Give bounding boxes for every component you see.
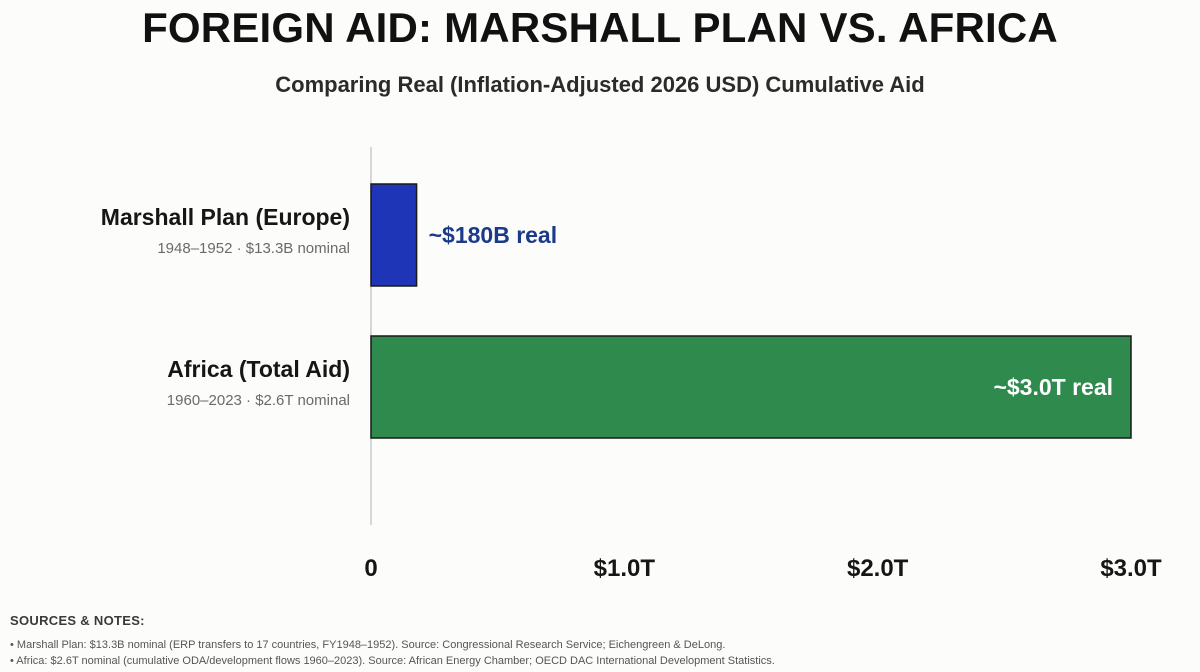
- x-tick-label: $2.0T: [847, 555, 909, 582]
- x-tick-label: $1.0T: [594, 555, 656, 582]
- bar: [370, 183, 418, 287]
- category-sublabel: 1948–1952 · $13.3B nominal: [157, 240, 350, 257]
- source-note-marshall: • Marshall Plan: $13.3B nominal (ERP tra…: [10, 639, 726, 651]
- data-label: ~$180B real: [429, 222, 558, 248]
- x-tick-label: 0: [364, 555, 377, 582]
- bar: [370, 335, 1132, 439]
- data-label: ~$3.0T real: [993, 374, 1113, 400]
- category-label: Marshall Plan (Europe): [101, 204, 350, 230]
- sources-heading: SOURCES & NOTES:: [10, 613, 145, 628]
- bar-chart: Marshall Plan (Europe) 1948–1952 · $13.3B…: [101, 147, 1162, 582]
- category-sublabel: 1960–2023 · $2.6T nominal: [167, 392, 350, 409]
- category-label: Africa (Total Aid): [167, 356, 350, 382]
- source-note-africa: • Africa: $2.6T nominal (cumulative ODA/…: [10, 655, 775, 667]
- chart-subtitle: Comparing Real (Inflation-Adjusted 2026 …: [275, 72, 925, 97]
- x-tick-label: $3.0T: [1100, 555, 1162, 582]
- chart-title: FOREIGN AID: MARSHALL PLAN VS. AFRICA: [142, 4, 1058, 51]
